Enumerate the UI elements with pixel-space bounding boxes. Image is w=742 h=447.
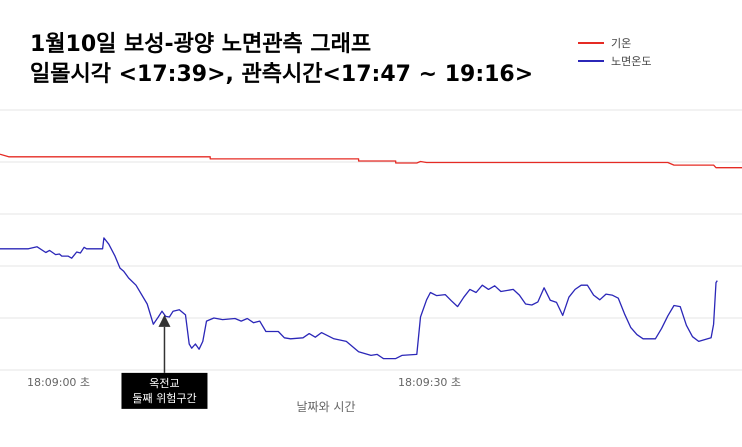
- legend-swatch-air-temp: [578, 42, 604, 44]
- x-tick-label: 18:09:00 초: [27, 376, 90, 389]
- legend-label-road-temp: 노면온도: [611, 55, 652, 68]
- series-line-road-temp: [0, 237, 718, 360]
- x-axis-label: 날짜와 시간: [296, 400, 355, 414]
- chart-title: 1월10일 보성-광양 노면관측 그래프 일몰시각 <17:39>, 관측시간<…: [30, 30, 533, 90]
- x-tick-label: 18:09:30 초: [398, 376, 461, 389]
- legend-item-air-temp[interactable]: 기온: [578, 34, 651, 52]
- legend-swatch-road-temp: [578, 60, 604, 62]
- chart-title-line-1: 1월10일 보성-광양 노면관측 그래프: [30, 32, 372, 57]
- series-line-air-temp: [0, 153, 742, 169]
- chart-title-line-2: 일몰시각 <17:39>, 관측시간<17:47 ~ 19:16>: [30, 62, 534, 87]
- legend-item-road-temp[interactable]: 노면온도: [578, 52, 651, 70]
- legend-label-air-temp: 기온: [611, 37, 632, 50]
- annotation-text: 둘째 위험구간: [132, 392, 196, 405]
- annotation-box: [121, 372, 208, 409]
- annotation-text: 옥전교: [149, 377, 179, 390]
- chart-legend: 기온 노면온도: [578, 34, 651, 70]
- annotation-arrow-head: [158, 314, 171, 327]
